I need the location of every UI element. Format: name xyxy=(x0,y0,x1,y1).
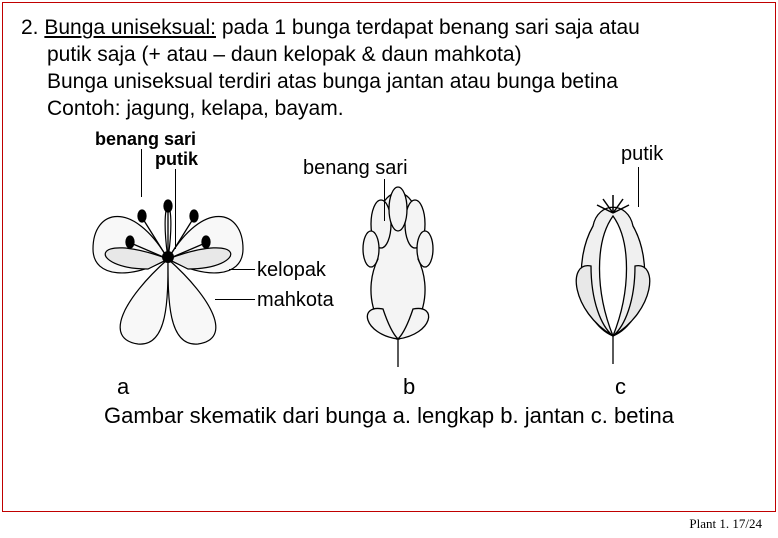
pointer-line xyxy=(141,149,142,197)
label-putik-a: putik xyxy=(155,149,198,170)
heading-number: 2. xyxy=(21,16,39,39)
label-letter-a: a xyxy=(117,374,129,400)
pointer-line xyxy=(215,299,255,300)
heading-line4: Contoh: jagung, kelapa, bayam. xyxy=(47,96,757,123)
flower-c-illustration xyxy=(543,171,683,366)
pointer-line xyxy=(638,167,639,207)
label-benang-sari-a: benang sari xyxy=(95,129,196,150)
heading-block: 2. Bunga uniseksual: pada 1 bunga terdap… xyxy=(3,3,775,129)
pointer-line xyxy=(175,169,176,249)
figure-caption: Gambar skematik dari bunga a. lengkap b.… xyxy=(3,403,775,429)
heading-title: Bunga uniseksual: xyxy=(44,16,216,39)
label-letter-c: c xyxy=(615,374,626,400)
diagram-area: benang sari putik kelopak mahkota benang… xyxy=(3,129,775,399)
slide-footer: Plant 1. 17/24 xyxy=(689,516,762,532)
heading-line2: putik saja (+ atau – daun kelopak & daun… xyxy=(47,42,757,69)
label-mahkota: mahkota xyxy=(257,289,334,312)
label-letter-b: b xyxy=(403,374,415,400)
label-putik-c: putik xyxy=(621,143,663,166)
label-kelopak: kelopak xyxy=(257,259,326,282)
slide-frame: 2. Bunga uniseksual: pada 1 bunga terdap… xyxy=(2,2,776,512)
heading-line3: Bunga uniseksual terdiri atas bunga jant… xyxy=(47,69,757,96)
pointer-line xyxy=(229,269,255,270)
flower-b-illustration xyxy=(333,169,463,369)
pointer-line xyxy=(384,179,385,221)
heading-line1-rest: pada 1 bunga terdapat benang sari saja a… xyxy=(216,16,640,39)
label-benang-sari-b: benang sari xyxy=(303,157,408,180)
flower-a-illustration xyxy=(73,169,263,349)
